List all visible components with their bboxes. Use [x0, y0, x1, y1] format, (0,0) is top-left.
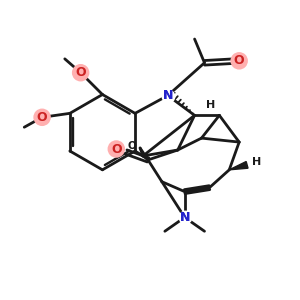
Text: O: O: [37, 111, 47, 124]
Text: H: H: [206, 100, 215, 110]
Text: O: O: [234, 54, 244, 67]
Polygon shape: [229, 161, 248, 170]
Text: N: N: [163, 89, 173, 102]
Text: N: N: [179, 211, 190, 224]
Text: N: N: [179, 211, 190, 224]
Text: H: H: [252, 157, 262, 167]
Text: O: O: [111, 142, 122, 155]
Text: N: N: [163, 89, 173, 102]
Text: O: O: [75, 66, 86, 79]
Text: O: O: [128, 141, 136, 151]
